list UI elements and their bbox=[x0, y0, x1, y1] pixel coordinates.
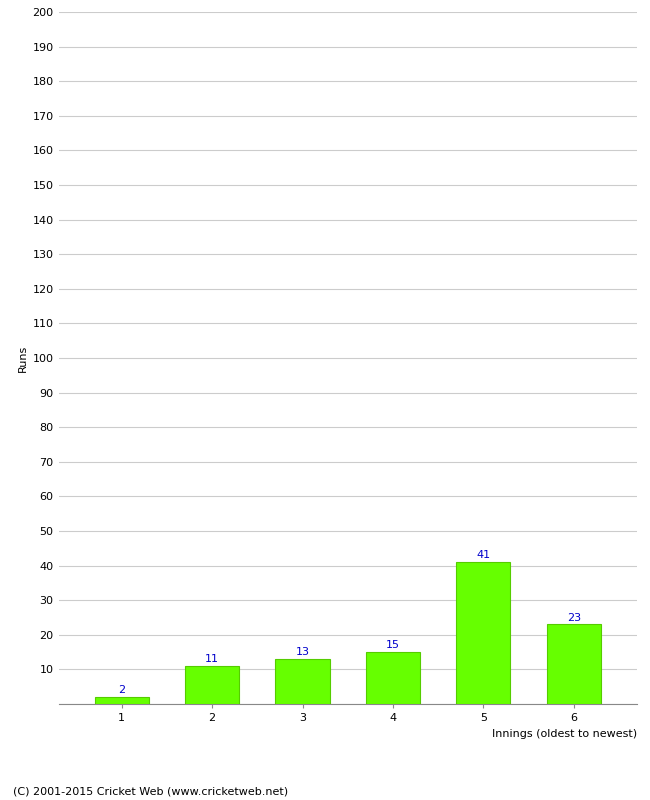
Bar bbox=[547, 625, 601, 704]
Text: (C) 2001-2015 Cricket Web (www.cricketweb.net): (C) 2001-2015 Cricket Web (www.cricketwe… bbox=[13, 786, 288, 796]
Text: 2: 2 bbox=[118, 686, 125, 695]
Text: 13: 13 bbox=[296, 647, 309, 658]
X-axis label: Innings (oldest to newest): Innings (oldest to newest) bbox=[492, 729, 637, 738]
Text: 41: 41 bbox=[476, 550, 490, 561]
Bar bbox=[185, 666, 239, 704]
Text: 23: 23 bbox=[567, 613, 581, 622]
Bar bbox=[366, 652, 420, 704]
Bar bbox=[95, 697, 149, 704]
Bar bbox=[456, 562, 510, 704]
Text: 15: 15 bbox=[386, 640, 400, 650]
Text: 11: 11 bbox=[205, 654, 219, 664]
Bar bbox=[276, 659, 330, 704]
Y-axis label: Runs: Runs bbox=[18, 344, 29, 372]
